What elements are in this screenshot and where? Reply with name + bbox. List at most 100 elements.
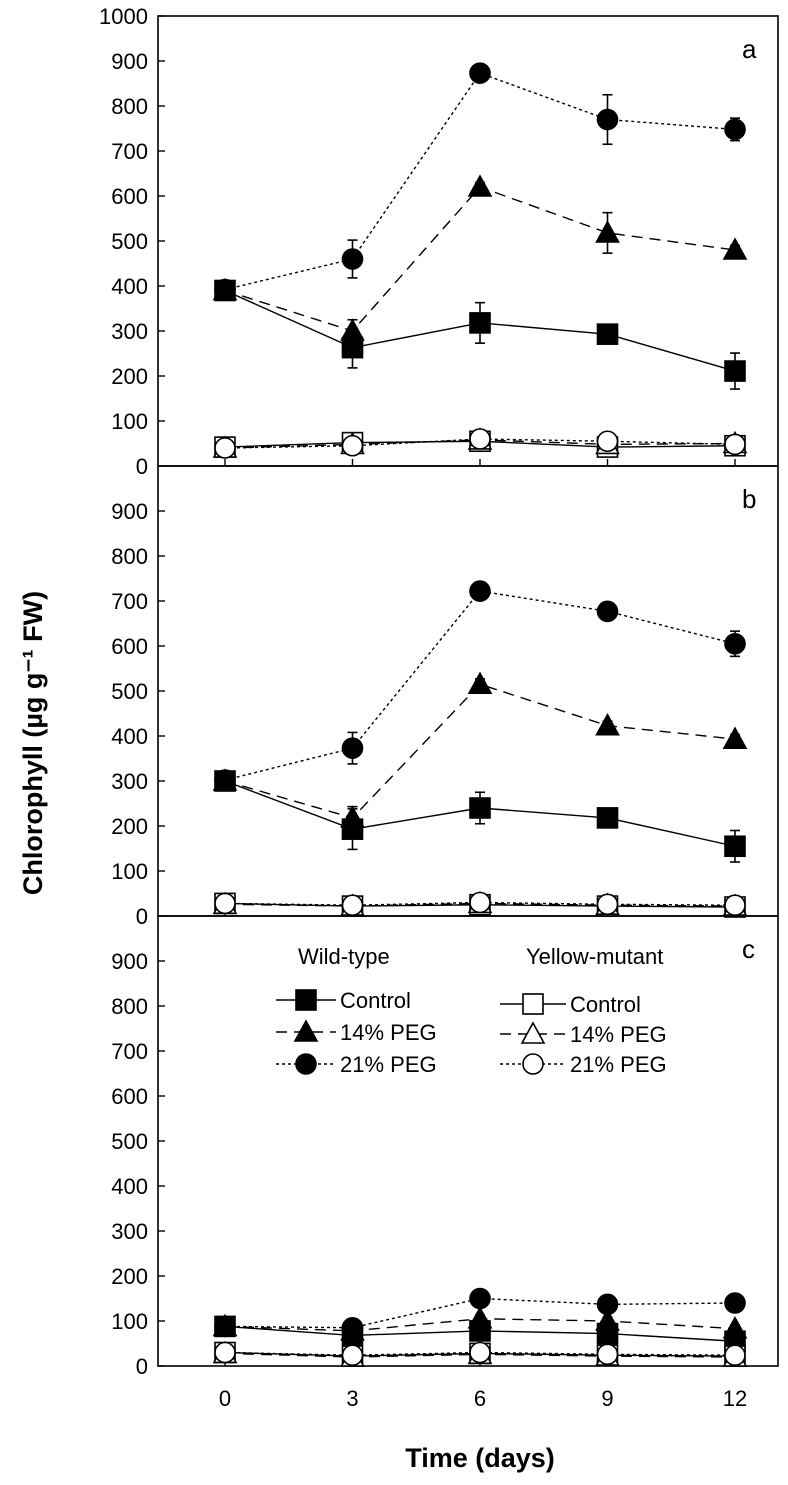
panel-c: 0 100 200 300 400 500 600 700 800 900 c [111, 915, 779, 1379]
data-point [596, 893, 619, 916]
data-point [341, 1344, 364, 1366]
legend-wild-dotted: 21% PEG [276, 1052, 437, 1077]
data-point [214, 769, 236, 791]
legend-yellow-mutant-title: Yellow-mutant [526, 944, 663, 969]
y-tick-label: 700 [111, 1039, 148, 1064]
legend-marker [295, 1053, 317, 1075]
data-point [214, 1341, 236, 1364]
y-tick-label: 900 [111, 949, 148, 974]
x-tick-label: 12 [723, 1386, 747, 1411]
data-point [214, 892, 236, 915]
series-wild-control [214, 770, 746, 863]
series-wild-peg21 [214, 580, 746, 791]
data-point [595, 220, 620, 243]
y-tick-label: 400 [111, 724, 148, 749]
data-point [469, 1341, 491, 1364]
data-point [467, 174, 493, 197]
legend: Wild-type Yellow-mutant Control 14% PEG 21% … [276, 944, 667, 1077]
data-point [724, 118, 746, 141]
series-wild-peg21 [214, 62, 746, 301]
y-tick-label: 900 [111, 49, 148, 74]
series-line [224, 683, 736, 819]
legend-label: 14% PEG [340, 1020, 437, 1045]
legend-label: 14% PEG [570, 1022, 667, 1047]
data-point [341, 737, 364, 759]
series-mutant-peg21 [214, 428, 746, 459]
legend-wild-solid: Control [276, 988, 411, 1013]
legend-marker [522, 1053, 544, 1075]
y-tick-label: 200 [111, 814, 148, 839]
series-wild-control [214, 279, 746, 390]
series-mutant-peg21 [214, 1341, 746, 1366]
y-tick-label: 600 [111, 1084, 148, 1109]
data-point [214, 1315, 236, 1338]
y-tick-label: 0 [136, 1354, 148, 1379]
y-tick-label: 100 [111, 409, 148, 434]
data-point [724, 1344, 746, 1366]
data-point [596, 108, 619, 131]
panel-frame [157, 915, 779, 1367]
y-tick-label: 200 [111, 364, 148, 389]
data-point [596, 1293, 619, 1316]
data-point [340, 318, 365, 341]
y-tick-label: 500 [111, 1129, 148, 1154]
data-point [596, 807, 619, 829]
data-point [469, 312, 491, 334]
data-point [341, 248, 364, 270]
data-point [722, 237, 748, 260]
legend-label: Control [340, 988, 411, 1013]
panel-label: a [742, 34, 757, 64]
data-point [722, 1315, 748, 1339]
y-tick-label: 700 [111, 139, 148, 164]
data-point [722, 726, 748, 749]
y-tick-label: 100 [111, 859, 148, 884]
y-axis-title: Chlorophyll (µg g⁻¹ FW) [18, 591, 48, 895]
data-point [469, 797, 491, 819]
y-tick-label: 800 [111, 94, 148, 119]
data-point [469, 1287, 491, 1310]
data-point [724, 360, 746, 382]
y-tick-label: 600 [111, 634, 148, 659]
y-tick-label: 700 [111, 589, 148, 614]
y-tick-label: 0 [136, 904, 148, 929]
legend-wild-type-title: Wild-type [298, 944, 390, 969]
data-point [596, 323, 619, 345]
data-point [467, 671, 493, 695]
x-tick-label: 6 [474, 1386, 486, 1411]
y-tick-label: 400 [111, 274, 148, 299]
y-tick-label: 900 [111, 499, 148, 524]
series-mutant-peg21 [214, 891, 746, 917]
data-point [340, 805, 365, 828]
data-point [341, 1316, 364, 1339]
data-point [214, 278, 236, 301]
x-tick-label: 0 [219, 1386, 231, 1411]
y-tick-label: 1000 [99, 4, 148, 29]
data-point [724, 433, 746, 456]
data-point [341, 434, 364, 457]
data-point [341, 894, 364, 917]
data-point [595, 712, 620, 736]
x-tick-label: 9 [601, 1386, 613, 1411]
panel-a: 0 100 200 300 400 500 600 700 800 900 1000 a [99, 4, 779, 479]
x-tick-label: 3 [346, 1386, 358, 1411]
legend-marker [522, 993, 544, 1015]
y-tick-label: 500 [111, 229, 148, 254]
data-point [469, 62, 491, 84]
y-tick-label: 600 [111, 184, 148, 209]
data-point [469, 891, 491, 914]
y-tick-label: 500 [111, 679, 148, 704]
panel-frame [157, 15, 779, 467]
data-point [214, 437, 236, 459]
legend-mutant-solid: Control [500, 992, 641, 1017]
data-point [724, 632, 746, 655]
legend-marker [520, 1021, 546, 1044]
data-point [595, 1308, 620, 1331]
data-point [724, 1292, 746, 1314]
data-point [467, 1306, 493, 1329]
series-line [224, 590, 736, 781]
legend-marker [293, 1019, 319, 1042]
legend-mutant-dotted: 21% PEG [500, 1052, 667, 1077]
y-tick-label: 300 [111, 1219, 148, 1244]
y-tick-label: 100 [111, 1309, 148, 1334]
